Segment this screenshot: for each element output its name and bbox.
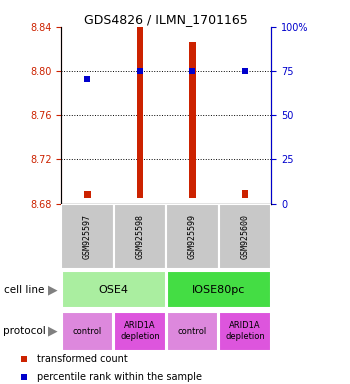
Text: transformed count: transformed count: [37, 354, 128, 364]
Text: GSM925600: GSM925600: [240, 214, 250, 259]
Bar: [219, 204, 271, 269]
Title: GDS4826 / ILMN_1701165: GDS4826 / ILMN_1701165: [84, 13, 248, 26]
Text: ARID1A
depletion: ARID1A depletion: [120, 321, 160, 341]
Text: cell line: cell line: [4, 285, 44, 295]
Text: IOSE80pc: IOSE80pc: [192, 285, 245, 295]
Bar: [167, 312, 218, 351]
Bar: [84, 191, 91, 198]
Bar: [61, 204, 114, 269]
Bar: [62, 271, 166, 308]
Bar: [166, 204, 219, 269]
Bar: [189, 42, 196, 198]
Text: control: control: [178, 327, 207, 336]
Text: percentile rank within the sample: percentile rank within the sample: [37, 372, 202, 382]
Text: GSM925599: GSM925599: [188, 214, 197, 259]
Text: ▶: ▶: [48, 325, 57, 338]
Bar: [114, 204, 166, 269]
Text: GSM925598: GSM925598: [135, 214, 145, 259]
Bar: [114, 312, 166, 351]
Text: control: control: [73, 327, 102, 336]
Bar: [167, 271, 271, 308]
Text: OSE4: OSE4: [99, 285, 129, 295]
Text: protocol: protocol: [4, 326, 46, 336]
Text: ▶: ▶: [48, 283, 57, 296]
Text: GSM925597: GSM925597: [83, 214, 92, 259]
Text: ARID1A
depletion: ARID1A depletion: [225, 321, 265, 341]
Bar: [137, 22, 143, 198]
Bar: [242, 190, 248, 198]
Bar: [62, 312, 113, 351]
Bar: [219, 312, 271, 351]
